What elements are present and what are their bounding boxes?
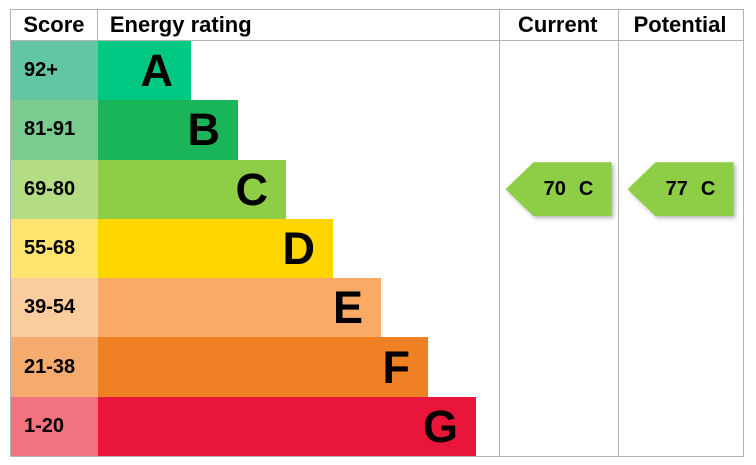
band-score-range: 39-54 bbox=[11, 278, 98, 338]
current-rating-value: 70 bbox=[543, 177, 566, 200]
band-bar: B bbox=[98, 100, 238, 160]
band-bar: D bbox=[98, 218, 333, 279]
table-header-row: Score Energy rating Current Potential bbox=[11, 10, 743, 41]
band-row-e: 39-54 E bbox=[11, 278, 743, 338]
band-row-a: 92+ A bbox=[11, 41, 743, 101]
potential-rating-letter: C bbox=[700, 177, 716, 200]
band-bar: G bbox=[98, 396, 476, 456]
band-rows: 92+ A 81-91 B 69-80 C 55-68 D 39-54 E 21-38 F 1-20 G bbox=[11, 41, 743, 456]
band-bar: A bbox=[98, 41, 191, 101]
potential-rating-arrow-body: 77 C bbox=[627, 162, 734, 217]
band-letter: B bbox=[187, 104, 221, 156]
band-letter: A bbox=[140, 45, 174, 97]
band-row-c: 69-80 C bbox=[11, 159, 743, 219]
potential-column-divider bbox=[618, 10, 619, 456]
band-score-range: 55-68 bbox=[11, 218, 98, 279]
band-letter: F bbox=[382, 341, 411, 393]
current-column-divider bbox=[499, 10, 500, 456]
potential-rating-value: 77 bbox=[665, 177, 688, 200]
current-rating-arrow: 70 C bbox=[505, 162, 612, 217]
band-row-g: 1-20 G bbox=[11, 396, 743, 456]
current-rating-arrow-body: 70 C bbox=[505, 162, 612, 217]
band-score-range: 81-91 bbox=[11, 100, 98, 160]
potential-column-header: Potential bbox=[633, 12, 727, 37]
band-letter: G bbox=[422, 400, 458, 452]
epc-table: Score Energy rating Current Potential 92… bbox=[10, 9, 744, 457]
band-bar: F bbox=[98, 337, 428, 397]
band-row-f: 21-38 F bbox=[11, 337, 743, 397]
current-rating-letter: C bbox=[578, 177, 594, 200]
band-score-range: 21-38 bbox=[11, 337, 98, 397]
band-bar: E bbox=[98, 278, 381, 338]
band-row-d: 55-68 D bbox=[11, 218, 743, 279]
band-score-range: 69-80 bbox=[11, 159, 98, 219]
potential-rating-arrow: 77 C bbox=[627, 162, 734, 217]
band-score-range: 1-20 bbox=[11, 396, 98, 456]
band-letter: C bbox=[235, 163, 269, 215]
band-score-range: 92+ bbox=[11, 41, 98, 101]
band-letter: D bbox=[282, 222, 316, 274]
score-column-header: Score bbox=[11, 10, 98, 40]
band-bar: C bbox=[98, 159, 286, 219]
current-column-header: Current bbox=[518, 12, 598, 37]
band-row-b: 81-91 B bbox=[11, 100, 743, 160]
energy-rating-column-header: Energy rating bbox=[109, 12, 252, 37]
band-letter: E bbox=[332, 282, 363, 334]
